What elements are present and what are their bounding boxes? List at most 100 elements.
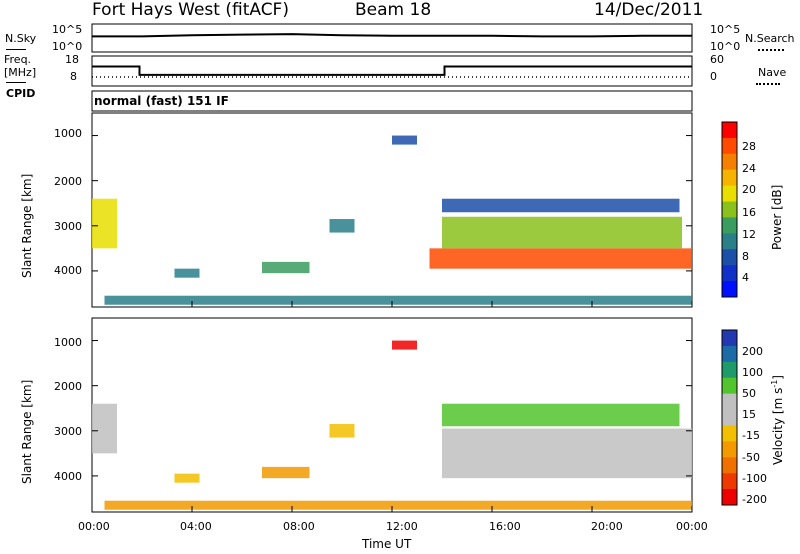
- noise-tick-high: 10^5: [52, 23, 83, 36]
- velocity-region: [104, 500, 692, 510]
- power-cb-tick-5: 8: [742, 250, 749, 263]
- power-colorbar-swatch: [722, 137, 737, 155]
- velocity-cb-tick-7: -200: [742, 493, 767, 506]
- freq-unit-label: [MHz]: [4, 66, 37, 79]
- velocity-region: [442, 428, 692, 479]
- noise-tick-low: 10^0: [52, 40, 83, 53]
- x-tick-5: 20:00: [591, 520, 623, 533]
- power-ytick-4000: 1000: [54, 127, 82, 140]
- velocity-cb-tick-2: 50: [742, 387, 756, 400]
- freq-panel-frame: [91, 55, 693, 87]
- velocity-ytick-1000: 4000: [54, 470, 82, 483]
- velocity-colorbar-swatch: [722, 345, 737, 363]
- velocity-colorbar-swatch: [722, 393, 737, 411]
- power-region: [329, 219, 355, 233]
- velocity-colorbar-swatch: [722, 457, 737, 474]
- noise-sky-label: N.Sky: [5, 32, 37, 45]
- freq-tick-8: 8: [70, 70, 77, 83]
- beam-title: Beam 18: [355, 0, 432, 20]
- station-title: Fort Hays West (fitACF): [92, 0, 289, 20]
- velocity-ytick-3000: 2000: [54, 380, 82, 393]
- velocity-colorbar-swatch: [722, 361, 737, 379]
- power-colorbar-swatch: [722, 217, 737, 234]
- power-colorbar-swatch: [722, 122, 737, 139]
- power-cb-tick-2: 20: [742, 183, 756, 196]
- power-colorbar-swatch: [722, 153, 737, 171]
- power-ytick-2000: 3000: [54, 220, 82, 233]
- velocity-region: [92, 403, 117, 454]
- velocity-colorbar-swatch: [722, 473, 737, 490]
- power-region: [429, 248, 692, 269]
- power-region: [442, 216, 682, 249]
- power-colorbar-swatch: [722, 185, 737, 203]
- x-tick-2: 08:00: [283, 520, 315, 533]
- velocity-ytick-2000: 3000: [54, 425, 82, 438]
- velocity-region: [262, 466, 310, 479]
- power-cb-tick-6: 4: [742, 271, 749, 284]
- x-axis-label: Time UT: [362, 537, 412, 551]
- velocity-colorbar-frame: [721, 329, 738, 506]
- velocity-region: [442, 403, 680, 427]
- velocity-colorbar-swatch: [722, 441, 737, 458]
- velocity-cb-tick-0: 200: [742, 345, 763, 358]
- power-region: [442, 198, 680, 213]
- power-cb-tick-1: 24: [742, 162, 756, 175]
- velocity-region: [174, 473, 200, 483]
- freq-label: Freq.: [4, 53, 32, 66]
- nave-line: [756, 83, 780, 85]
- date-title: 14/Dec/2011: [594, 0, 704, 20]
- noise-tick-high-right: 10^5: [710, 23, 741, 36]
- velocity-cb-tick-6: -100: [742, 472, 767, 485]
- nave-tick-0: 0: [710, 70, 717, 83]
- power-ytick-3000: 2000: [54, 175, 82, 188]
- power-region: [262, 261, 310, 274]
- power-cb-tick-0: 28: [742, 140, 756, 153]
- freq-tick-18: 18: [65, 53, 79, 66]
- power-colorbar-swatch: [722, 281, 737, 298]
- power-colorbar-swatch: [722, 265, 737, 282]
- cpid-text: normal (fast) 151 IF: [94, 94, 229, 108]
- noise-search-label: N.Search: [745, 32, 795, 45]
- velocity-cb-tick-5: -50: [742, 451, 760, 464]
- power-colorbar-swatch: [722, 249, 737, 266]
- nave-label: Nave: [758, 66, 787, 79]
- power-ytick-1000: 4000: [54, 264, 82, 277]
- power-colorbar-swatch: [722, 169, 737, 187]
- x-tick-0: 00:00: [78, 520, 110, 533]
- velocity-colorbar-swatch: [722, 330, 737, 347]
- x-tick-4: 16:00: [489, 520, 521, 533]
- velocity-ytick-4000: 1000: [54, 336, 82, 349]
- cpid-panel-frame: [91, 90, 693, 112]
- nave-tick-60: 60: [710, 53, 724, 66]
- noise-series-line: [92, 33, 692, 38]
- velocity-region: [329, 424, 355, 438]
- velocity-colorbar-swatch: [722, 425, 737, 442]
- velocity-colorbar-swatch: [722, 489, 737, 506]
- velocity-cb-tick-1: 100: [742, 366, 763, 379]
- noise-search-line: [758, 49, 784, 51]
- power-colorbar-swatch: [722, 201, 737, 218]
- noise-sky-line: [6, 49, 26, 50]
- noise-panel-frame: [91, 23, 693, 53]
- velocity-cb-tick-3: 15: [742, 408, 756, 421]
- velocity-cb-tick-4: -15: [742, 429, 760, 442]
- power-region: [104, 295, 692, 305]
- power-cb-tick-3: 16: [742, 206, 756, 219]
- power-region: [174, 268, 200, 278]
- x-tick-6: 00:00: [676, 520, 708, 533]
- power-colorbar-swatch: [722, 233, 737, 250]
- x-tick-3: 12:00: [386, 520, 418, 533]
- noise-tick-low-right: 10^0: [710, 40, 741, 53]
- cpid-label: CPID: [6, 87, 36, 100]
- x-tick-1: 04:00: [180, 520, 212, 533]
- velocity-region: [392, 340, 417, 350]
- velocity-colorbar-swatch: [722, 377, 737, 395]
- power-cb-tick-4: 12: [742, 228, 756, 241]
- power-region: [92, 198, 117, 249]
- power-region: [392, 135, 417, 145]
- frequency-series-line: [92, 65, 692, 76]
- velocity-colorbar-swatch: [722, 409, 737, 426]
- freq-line: [6, 82, 26, 83]
- power-colorbar-frame: [721, 121, 738, 298]
